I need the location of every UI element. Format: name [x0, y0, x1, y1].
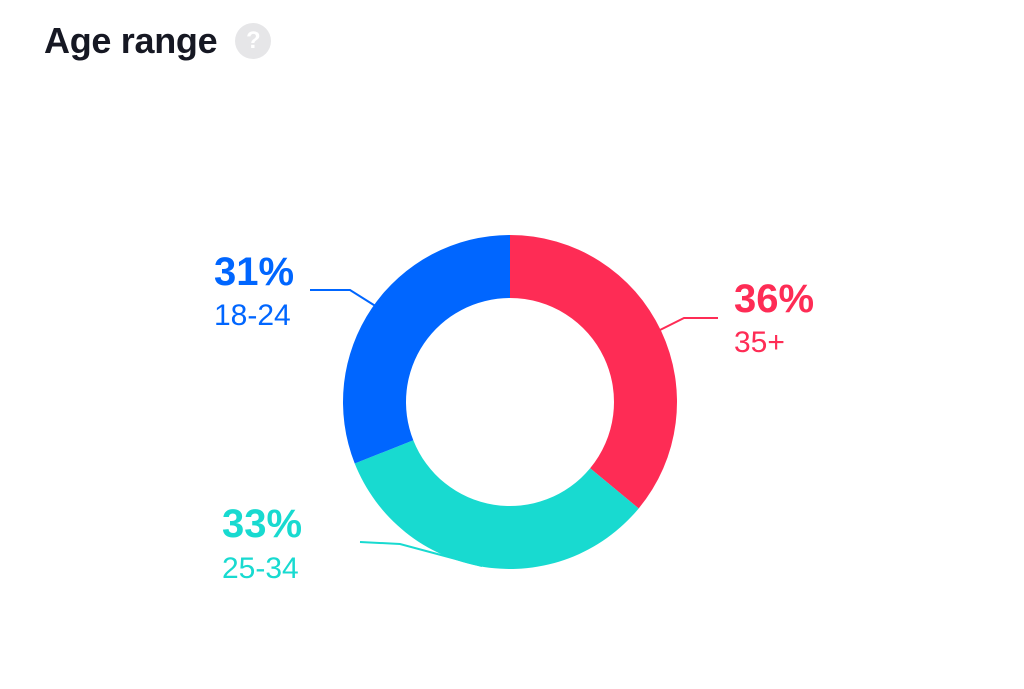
chart-header: Age range ? — [44, 20, 272, 62]
slice-35[interactable] — [510, 235, 677, 509]
help-question-icon[interactable]: ? — [235, 23, 272, 59]
category-label-25-34: 25-34 — [222, 552, 299, 585]
donut-slices — [342, 235, 677, 570]
slice-18-24[interactable] — [342, 235, 510, 464]
leader-lines — [310, 289, 718, 567]
slice-25-34[interactable] — [354, 440, 639, 570]
value-label-25-34: 33% — [222, 502, 302, 546]
leader-line-25-34 — [359, 541, 483, 567]
value-label-18-24: 31% — [214, 250, 294, 294]
leader-line-35 — [659, 317, 718, 331]
category-label-35: 35+ — [734, 326, 785, 359]
leader-line-18-24 — [310, 289, 378, 308]
chart-title: Age range — [44, 20, 218, 61]
value-label-35: 36% — [734, 277, 814, 321]
slice-labels: 36% 35+ 33% 25-34 31% 18-24 — [214, 250, 814, 585]
category-label-18-24: 18-24 — [214, 299, 291, 332]
